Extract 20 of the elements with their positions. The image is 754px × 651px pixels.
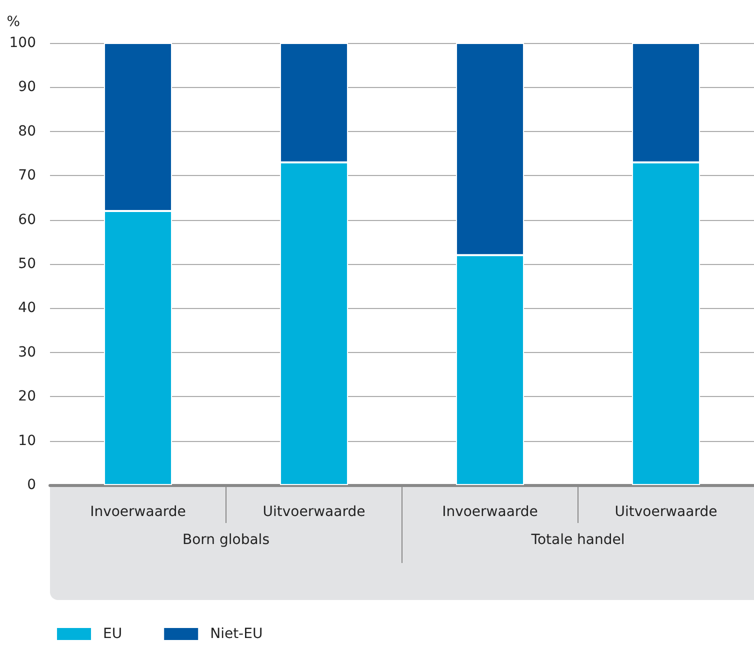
y-axis-title: % bbox=[6, 14, 20, 30]
x-tick-label: Uitvoerwaarde bbox=[262, 504, 366, 520]
y-tick-label: 80 bbox=[18, 123, 36, 140]
y-tick-label: 60 bbox=[18, 212, 36, 228]
y-tick-label: 30 bbox=[18, 344, 36, 360]
y-tick-label: 10 bbox=[18, 432, 36, 449]
y-tick-label: 20 bbox=[18, 388, 36, 405]
x-tick-label: Uitvoerwaarde bbox=[614, 504, 718, 520]
x-tick-label: Invoerwaarde bbox=[442, 504, 538, 520]
x-tick-label: Invoerwaarde bbox=[90, 504, 186, 520]
y-tick-label: 40 bbox=[18, 300, 36, 316]
y-tick-label: 70 bbox=[18, 168, 36, 184]
y-tick-label: 100 bbox=[9, 35, 36, 51]
text: Born globals bbox=[182, 532, 270, 548]
legend-label: Niet-EU bbox=[210, 626, 263, 642]
y-tick-label: 90 bbox=[18, 79, 36, 96]
y-tick-label: 0 bbox=[27, 477, 36, 493]
y-tick-label: 50 bbox=[18, 256, 36, 272]
legend-label: EU bbox=[103, 626, 122, 642]
text: Totale handel bbox=[530, 532, 625, 548]
